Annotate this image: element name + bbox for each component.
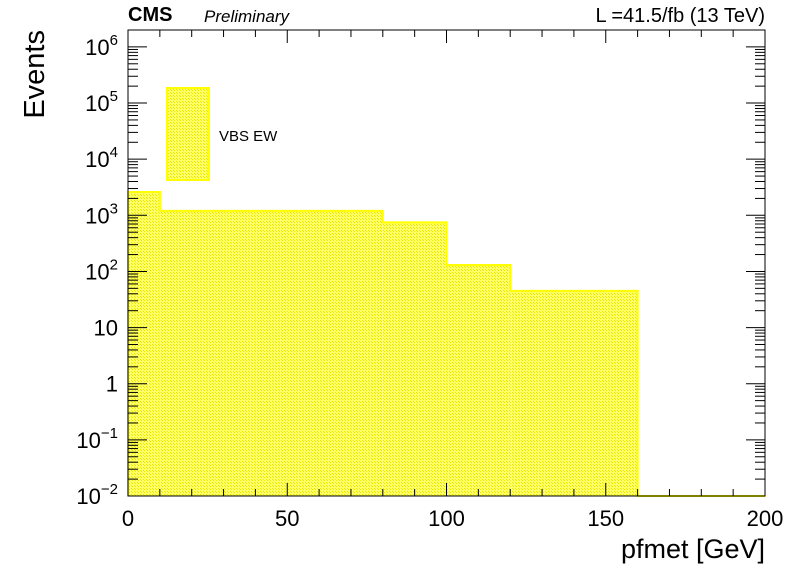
y-tick-label: 106 — [85, 32, 118, 60]
histogram-bar — [382, 222, 447, 497]
y-axis-tick-labels: 10−2 10−1 1 10 102 103 104 105 106 — [76, 32, 118, 509]
status-label: Preliminary — [204, 7, 291, 26]
y-tick-label: 102 — [85, 256, 118, 284]
histogram-bars — [127, 191, 765, 497]
luminosity-label: L =41.5/fb (13 TeV) — [595, 5, 765, 27]
y-tick-label: 103 — [85, 200, 118, 228]
histogram-bar — [446, 265, 511, 496]
x-tick-label: 200 — [747, 506, 784, 531]
x-tick-label: 150 — [587, 506, 624, 531]
legend-swatch — [166, 87, 210, 181]
histogram-outline — [127, 191, 765, 497]
y-tick-label: 105 — [85, 88, 118, 116]
y-tick-label: 104 — [85, 144, 118, 172]
y-tick-label: 10−1 — [76, 425, 118, 453]
y-axis-label: Events — [19, 30, 51, 119]
x-tick-label: 100 — [428, 506, 465, 531]
x-tick-label: 0 — [122, 506, 134, 531]
y-tick-label: 1 — [106, 372, 118, 397]
x-axis-ticks — [127, 30, 766, 496]
x-tick-label: 50 — [275, 506, 299, 531]
histogram-bar — [159, 210, 383, 497]
experiment-label: CMS — [128, 4, 172, 26]
y-axis-ticks — [128, 29, 765, 497]
x-axis-tick-labels: 0 50 100 150 200 — [122, 506, 783, 531]
x-axis-label: pfmet [GeV] — [621, 534, 765, 564]
histogram-bar — [510, 290, 638, 496]
y-tick-label: 10−2 — [76, 481, 118, 509]
legend: VBS EW — [166, 87, 278, 181]
y-tick-label: 10 — [94, 316, 118, 341]
legend-entry-label: VBS EW — [219, 128, 278, 145]
